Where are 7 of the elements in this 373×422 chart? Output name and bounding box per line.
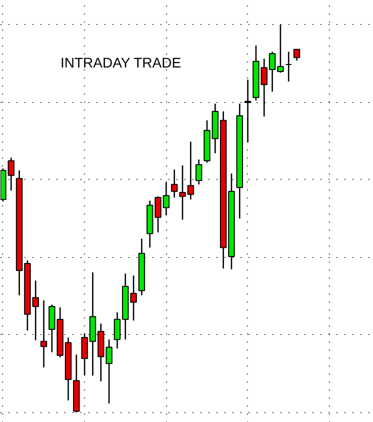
candlestick bbox=[293, 48, 300, 62]
candlestick bbox=[40, 300, 48, 368]
candlestick bbox=[195, 158, 202, 185]
candlestick bbox=[244, 78, 252, 144]
candlestick bbox=[285, 51, 292, 82]
text: INTRADAY TRADE bbox=[60, 54, 182, 70]
candlestick bbox=[170, 168, 178, 198]
